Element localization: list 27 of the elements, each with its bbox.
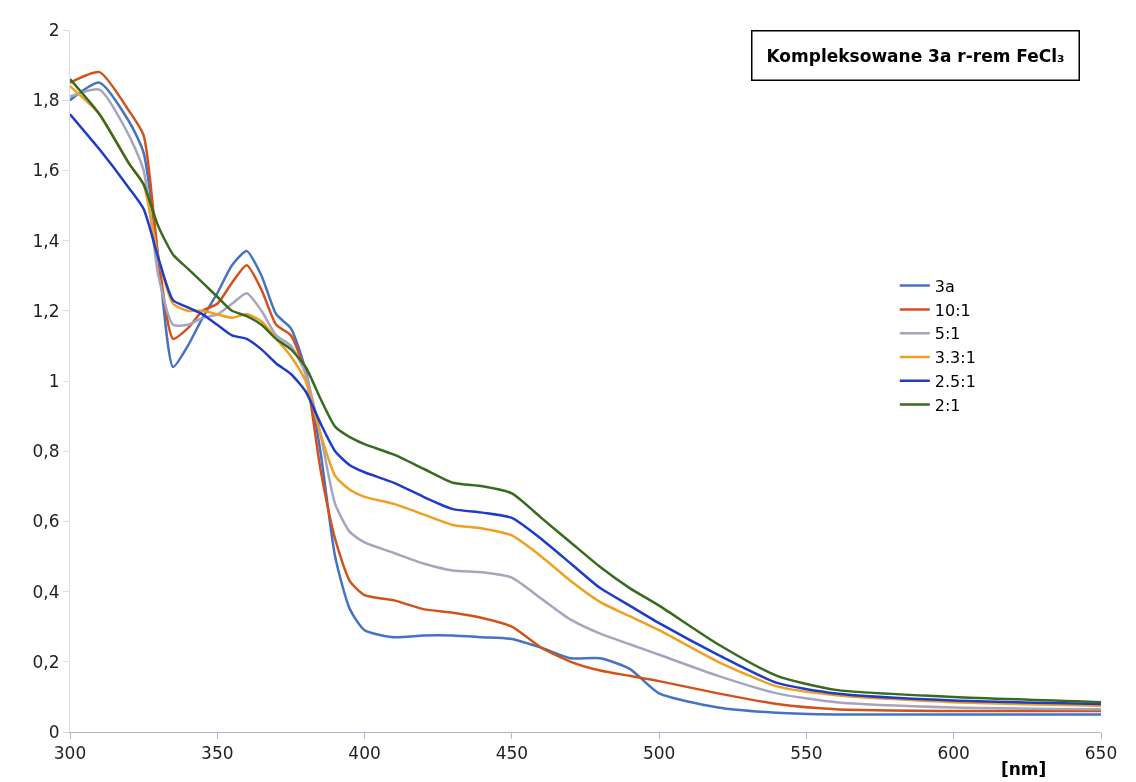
legend-label: 10:1: [934, 300, 971, 320]
x-tick-label: 450: [495, 743, 529, 764]
y-tick-label: 1,4: [32, 230, 60, 251]
x-tick-label: 600: [937, 743, 970, 764]
x-tick-label: 400: [348, 743, 381, 764]
y-tick-label: 1,6: [32, 160, 60, 181]
legend-label: 2:1: [934, 395, 961, 415]
x-axis-title: [nm]: [1001, 759, 1047, 779]
text: Kompleksowane 3a r-rem FeCl₃: [766, 45, 1065, 66]
legend-label: 2.5:1: [934, 372, 976, 392]
x-tick-label: 500: [642, 743, 676, 764]
y-tick-label: 0,6: [32, 511, 60, 532]
x-tick-label: 300: [53, 743, 87, 764]
y-tick-label: 1,2: [32, 300, 60, 321]
y-tick-label: 0: [48, 721, 60, 742]
y-tick-label: 1,8: [32, 90, 60, 111]
legend-label: 3a: [934, 276, 955, 296]
x-tick-label: 350: [201, 743, 234, 764]
y-tick-label: 0,2: [32, 651, 60, 672]
y-tick-label: 0,8: [32, 441, 60, 462]
y-tick-label: 1: [48, 370, 60, 391]
y-tick-label: 0,4: [32, 581, 60, 602]
y-tick-label: 2: [48, 19, 60, 40]
legend-label: 3.3:1: [934, 348, 976, 368]
x-tick-label: 550: [790, 743, 823, 764]
legend-label: 5:1: [934, 324, 961, 344]
x-tick-label: 650: [1084, 743, 1118, 764]
